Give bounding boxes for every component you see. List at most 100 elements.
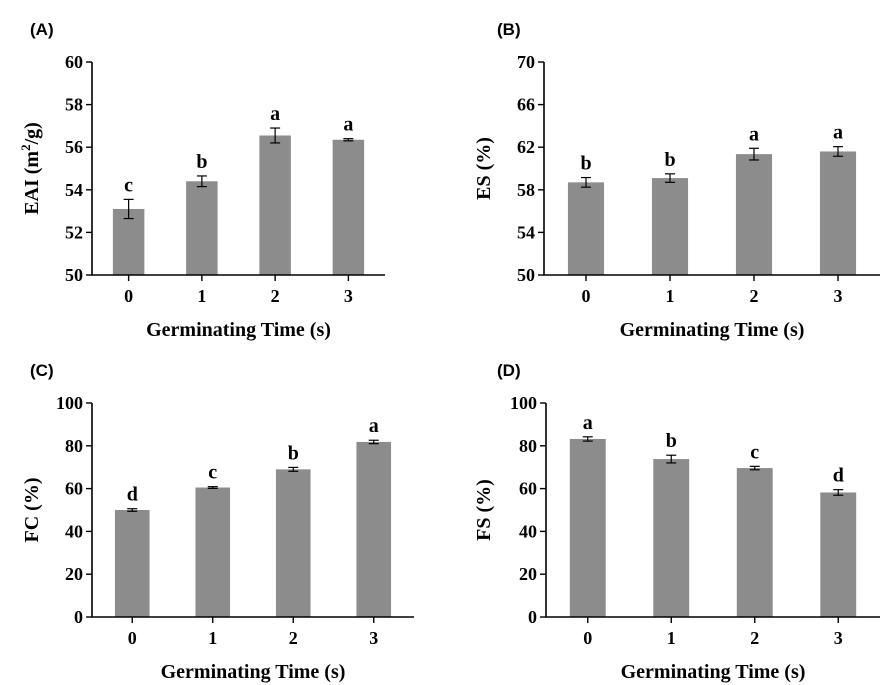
significance-label-0: b (580, 153, 591, 175)
x-tick-label-1: 1 (667, 628, 676, 648)
bar-0 (112, 208, 145, 275)
y-tick-label-56: 56 (65, 137, 83, 157)
y-tick-label-80: 80 (519, 436, 537, 456)
bar-2 (736, 468, 773, 617)
x-tick-label-0: 0 (124, 286, 133, 306)
x-axis-title: Germinating Time (s) (621, 661, 806, 683)
axes (91, 62, 385, 276)
x-tick-label-2: 2 (271, 286, 280, 306)
axes (543, 62, 880, 276)
error-bar-1 (666, 454, 677, 464)
x-tick-label-0: 0 (128, 628, 137, 648)
y-tick-label-20: 20 (65, 564, 83, 584)
y-tick-label-50: 50 (517, 265, 535, 285)
x-tick-label-2: 2 (750, 286, 759, 306)
bar-1 (186, 181, 218, 275)
bar-1 (653, 459, 690, 617)
bar-2 (259, 135, 291, 275)
bar-3 (819, 151, 857, 275)
y-tick-label-70: 70 (517, 52, 535, 72)
error-bar-0 (582, 436, 593, 442)
significance-label-1: b (664, 149, 675, 171)
y-tick-label-60: 60 (519, 479, 537, 499)
y-axis-title: FC (%) (21, 478, 43, 543)
y-tick-label-20: 20 (519, 564, 537, 584)
x-tick-label-0: 0 (583, 628, 592, 648)
y-tick-label-60: 60 (65, 479, 83, 499)
y-tick-label-0: 0 (74, 607, 83, 627)
significance-label-0: d (127, 484, 138, 506)
bar-0 (569, 438, 606, 617)
significance-label-0: a (583, 412, 593, 434)
y-tick-label-58: 58 (517, 180, 535, 200)
panel-2: (B) b 0 b 1 a 2 a 3 50 54 58 62 66 70 Germinating Time … (473, 20, 880, 341)
bar-1 (651, 178, 689, 275)
error-bar-2 (749, 465, 760, 471)
y-tick-label-50: 50 (65, 265, 83, 285)
bar-3 (820, 492, 857, 617)
panel-3: (C) d 0 c 1 b 2 a 3 0 20 40 60 80 100 Germinating Time … (21, 361, 414, 683)
x-tick-label-0: 0 (582, 286, 591, 306)
x-axis-title: Germinating Time (s) (161, 661, 346, 683)
error-bar-0 (127, 508, 138, 512)
bar-3 (356, 441, 392, 617)
error-bar-1 (196, 175, 207, 188)
bar-2 (735, 154, 773, 275)
bar-3 (332, 139, 365, 275)
x-tick-label-1: 1 (197, 286, 206, 306)
significance-label-3: a (369, 415, 379, 437)
bar-0 (567, 182, 605, 275)
significance-label-3: d (833, 465, 844, 487)
x-tick-label-3: 3 (344, 286, 353, 306)
significance-label-3: a (833, 122, 843, 144)
y-tick-label-40: 40 (519, 521, 537, 541)
significance-label-1: b (666, 430, 677, 452)
error-bar-0 (581, 176, 591, 188)
bar-2 (275, 469, 311, 617)
error-bar-3 (833, 146, 843, 157)
x-tick-label-3: 3 (369, 628, 378, 648)
x-tick-label-2: 2 (289, 628, 298, 648)
y-tick-label-62: 62 (517, 137, 535, 157)
y-axis-title: FS (%) (473, 479, 495, 541)
x-tick-label-2: 2 (750, 628, 759, 648)
x-tick-label-1: 1 (208, 628, 217, 648)
y-tick-label-40: 40 (65, 521, 83, 541)
y-tick-label-54: 54 (65, 180, 83, 200)
x-axis-title: Germinating Time (s) (146, 319, 331, 341)
panel-label: (A) (30, 20, 54, 39)
y-tick-label-0: 0 (528, 607, 537, 627)
y-tick-label-58: 58 (65, 95, 83, 115)
error-bar-1 (207, 486, 218, 489)
significance-label-0: c (124, 174, 133, 196)
error-bar-3 (368, 439, 379, 445)
panel-4: (D) a 0 b 1 c 2 d 3 0 20 40 60 80 100 Germinating Time … (473, 361, 880, 683)
x-tick-label-1: 1 (666, 286, 675, 306)
y-tick-label-52: 52 (65, 222, 83, 242)
significance-label-2: c (750, 441, 759, 463)
panel-label: (C) (30, 361, 54, 380)
y-tick-label-60: 60 (65, 52, 83, 72)
panel-label: (D) (497, 361, 521, 380)
bar-1 (195, 487, 231, 617)
significance-label-3: a (343, 114, 353, 136)
significance-label-2: a (270, 103, 280, 125)
y-axis-title: EAI (m2/g) (18, 122, 43, 215)
axes (545, 403, 880, 618)
panel-1: (A) c 0 b 1 a 2 a 3 50 52 54 56 58 60 Germinating Time … (18, 20, 385, 341)
y-tick-label-54: 54 (517, 222, 535, 242)
error-bar-2 (749, 147, 759, 161)
x-axis-title: Germinating Time (s) (620, 319, 805, 341)
significance-label-2: a (749, 123, 759, 145)
axes (91, 403, 414, 618)
error-bar-3 (343, 138, 354, 142)
error-bar-3 (833, 489, 844, 496)
y-tick-label-66: 66 (517, 95, 535, 115)
y-tick-label-80: 80 (65, 436, 83, 456)
y-tick-label-100: 100 (510, 393, 537, 413)
error-bar-2 (270, 127, 281, 144)
error-bar-2 (288, 466, 299, 472)
significance-label-1: b (196, 151, 207, 173)
significance-label-2: b (288, 442, 299, 464)
x-tick-label-3: 3 (834, 628, 843, 648)
